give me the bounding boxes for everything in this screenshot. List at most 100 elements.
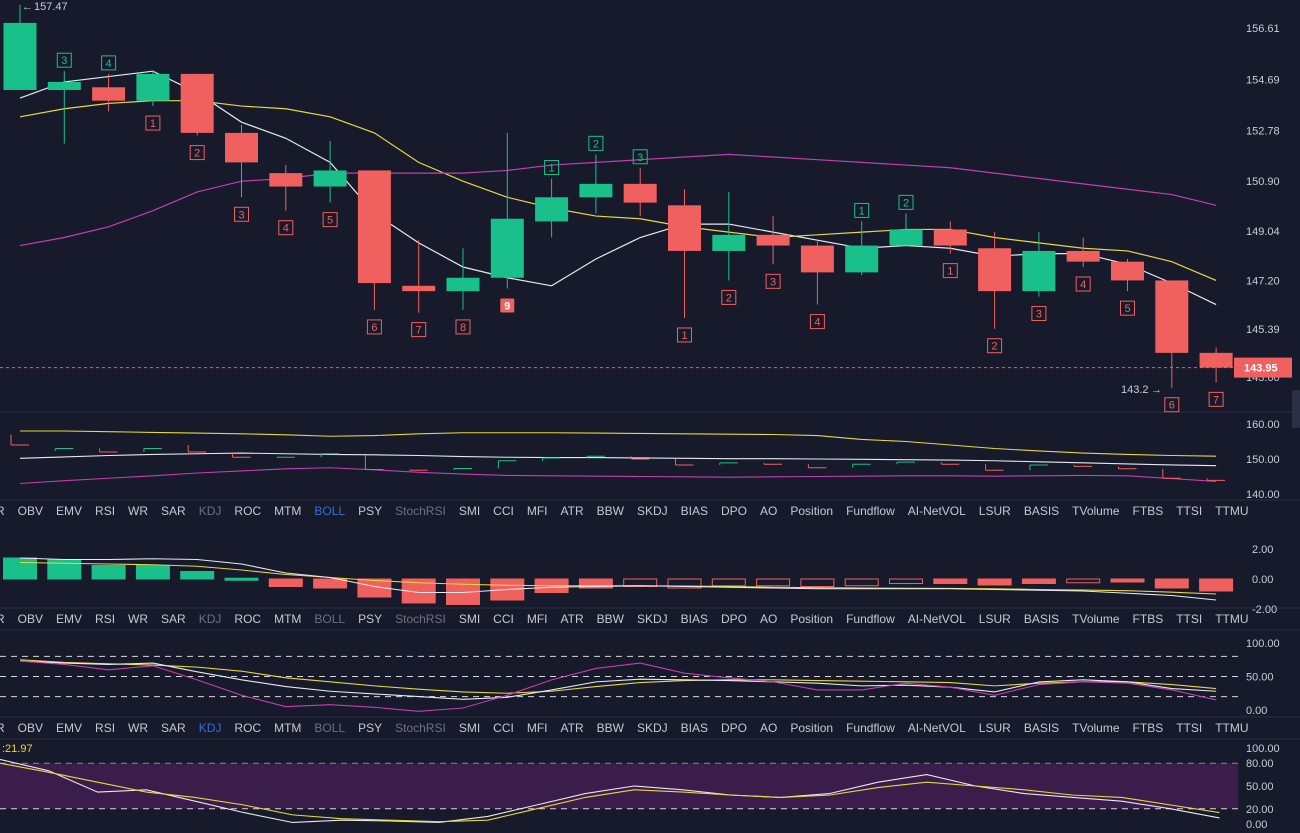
indicator-tab-smi[interactable]: SMI xyxy=(458,612,481,626)
indicator-tab-emv[interactable]: EMV xyxy=(56,504,83,518)
indicator-tab-mfi[interactable]: MFI xyxy=(526,504,548,518)
indicator-tab-ao[interactable]: AO xyxy=(760,612,778,626)
indicator-tab-mtm[interactable]: MTM xyxy=(274,504,302,518)
indicator-tab-skdj[interactable]: SKDJ xyxy=(636,504,668,518)
indicator-tab-bbw[interactable]: BBW xyxy=(596,612,624,626)
indicator-tab-psy[interactable]: PSY xyxy=(358,612,383,626)
oscillator-panel[interactable]: 2.00 0.00 -2.00 xyxy=(0,544,1300,616)
indicator-tab-boll[interactable]: BOLL xyxy=(314,504,346,518)
indicator-tab-emv[interactable]: EMV xyxy=(56,721,83,735)
indicator-tab-position[interactable]: Position xyxy=(790,504,834,518)
indicator-tab-atr[interactable]: ATR xyxy=(560,504,584,518)
indicator-tab-mtm[interactable]: MTM xyxy=(274,721,302,735)
indicator-tab-emv[interactable]: EMV xyxy=(56,612,83,626)
indicator-tab-dpo[interactable]: DPO xyxy=(721,504,748,518)
indicator-tab-boll[interactable]: BOLL xyxy=(314,721,346,735)
indicator-tab-mtm[interactable]: MTM xyxy=(274,612,302,626)
indicator-tab-fundflow[interactable]: Fundflow xyxy=(846,612,895,626)
indicator-tab-obv[interactable]: OBV xyxy=(17,504,44,518)
indicator-tab-wr[interactable]: WR xyxy=(128,612,149,626)
seq-marker-box xyxy=(765,273,781,289)
indicator-tab-r[interactable]: R xyxy=(0,721,5,735)
price-panel[interactable]: 156.61 154.69 152.78 150.90 149.04 147.20 145.… xyxy=(0,1,1300,428)
indicator-tab-cci[interactable]: CCI xyxy=(493,612,514,626)
indicator-tab-ttmu[interactable]: TTMU xyxy=(1215,612,1249,626)
stoch-panel[interactable]: :21.97 100.00 80.00 50.00 20.00 0.00 xyxy=(0,738,1300,831)
indicator-tab-roc[interactable]: ROC xyxy=(234,721,262,735)
indicator-tab-tvolume[interactable]: TVolume xyxy=(1072,721,1120,735)
indicator-tab-cci[interactable]: CCI xyxy=(493,721,514,735)
indicator-tab-bbw[interactable]: BBW xyxy=(596,721,624,735)
indicator-tab-psy[interactable]: PSY xyxy=(358,721,383,735)
indicator-tab-psy[interactable]: PSY xyxy=(358,504,383,518)
indicator-tab-atr[interactable]: ATR xyxy=(560,612,584,626)
indicator-tab-tvolume[interactable]: TVolume xyxy=(1072,504,1120,518)
indicator-tab-smi[interactable]: SMI xyxy=(458,504,481,518)
last-price-tag xyxy=(1234,357,1292,378)
indicator-tab-skdj[interactable]: SKDJ xyxy=(636,721,668,735)
indicator-tab-atr[interactable]: ATR xyxy=(560,721,584,735)
indicator-tab-ai-netvol[interactable]: AI-NetVOL xyxy=(907,612,966,626)
indicator-tab-stochrsi[interactable]: StochRSI xyxy=(395,612,446,626)
boll-panel[interactable]: 160.00 150.00 140.00 xyxy=(0,419,1300,501)
indicator-tab-position[interactable]: Position xyxy=(790,612,834,626)
indicator-tab-rsi[interactable]: RSI xyxy=(95,612,116,626)
indicator-tab-bbw[interactable]: BBW xyxy=(596,504,624,518)
indicator-tab-ao[interactable]: AO xyxy=(760,504,778,518)
indicator-tab-wr[interactable]: WR xyxy=(128,721,149,735)
indicator-tab-rsi[interactable]: RSI xyxy=(95,721,116,735)
indicator-tab-ttsi[interactable]: TTSI xyxy=(1176,721,1203,735)
indicator-tab-skdj[interactable]: SKDJ xyxy=(636,612,668,626)
indicator-tab-fundflow[interactable]: Fundflow xyxy=(846,721,895,735)
indicator-tab-kdj[interactable]: KDJ xyxy=(198,504,222,518)
indicator-tab-mfi[interactable]: MFI xyxy=(526,721,548,735)
indicator-tab-ttmu[interactable]: TTMU xyxy=(1215,504,1249,518)
indicator-tab-boll[interactable]: BOLL xyxy=(314,612,346,626)
indicator-tab-dpo[interactable]: DPO xyxy=(721,721,748,735)
indicator-tab-stochrsi[interactable]: StochRSI xyxy=(395,504,446,518)
indicator-tab-roc[interactable]: ROC xyxy=(234,504,262,518)
indicator-tab-obv[interactable]: OBV xyxy=(17,612,44,626)
indicator-tab-basis[interactable]: BASIS xyxy=(1023,612,1060,626)
indicator-tab-roc[interactable]: ROC xyxy=(234,612,262,626)
indicator-tab-bias[interactable]: BIAS xyxy=(680,721,708,735)
indicator-tab-lsur[interactable]: LSUR xyxy=(978,721,1011,735)
indicator-tab-kdj[interactable]: KDJ xyxy=(198,612,222,626)
seq-marker-box xyxy=(322,212,338,228)
indicator-tab-position[interactable]: Position xyxy=(790,721,834,735)
indicator-tab-ftbs[interactable]: FTBS xyxy=(1132,612,1164,626)
kdj-panel[interactable]: 100.00 50.00 0.00 xyxy=(0,629,1300,718)
indicator-tab-basis[interactable]: BASIS xyxy=(1023,721,1060,735)
indicator-tab-ftbs[interactable]: FTBS xyxy=(1132,504,1164,518)
indicator-tab-mfi[interactable]: MFI xyxy=(526,612,548,626)
indicator-tab-bias[interactable]: BIAS xyxy=(680,504,708,518)
indicator-tab-ftbs[interactable]: FTBS xyxy=(1132,721,1164,735)
indicator-tab-r[interactable]: R xyxy=(0,612,5,626)
candle-body xyxy=(225,132,258,163)
indicator-tab-ao[interactable]: AO xyxy=(760,721,778,735)
indicator-tab-smi[interactable]: SMI xyxy=(458,721,481,735)
indicator-tab-cci[interactable]: CCI xyxy=(493,504,514,518)
indicator-tab-ttmu[interactable]: TTMU xyxy=(1215,721,1249,735)
indicator-tab-basis[interactable]: BASIS xyxy=(1023,504,1060,518)
indicator-tab-sar[interactable]: SAR xyxy=(161,721,186,735)
indicator-tab-dpo[interactable]: DPO xyxy=(721,612,748,626)
indicator-tab-lsur[interactable]: LSUR xyxy=(978,612,1011,626)
indicator-tab-ttsi[interactable]: TTSI xyxy=(1176,612,1203,626)
indicator-tab-lsur[interactable]: LSUR xyxy=(978,504,1011,518)
indicator-tab-kdj[interactable]: KDJ xyxy=(198,721,222,735)
indicator-tab-rsi[interactable]: RSI xyxy=(95,504,116,518)
indicator-tab-r[interactable]: R xyxy=(0,504,5,518)
indicator-tab-bias[interactable]: BIAS xyxy=(680,612,708,626)
indicator-tab-stochrsi[interactable]: StochRSI xyxy=(395,721,446,735)
indicator-tab-ai-netvol[interactable]: AI-NetVOL xyxy=(907,721,966,735)
indicator-tab-wr[interactable]: WR xyxy=(128,504,149,518)
indicator-tab-tvolume[interactable]: TVolume xyxy=(1072,612,1120,626)
indicator-tab-ttsi[interactable]: TTSI xyxy=(1176,504,1203,518)
indicator-tab-sar[interactable]: SAR xyxy=(161,504,186,518)
indicator-tab-fundflow[interactable]: Fundflow xyxy=(846,504,895,518)
indicator-tab-ai-netvol[interactable]: AI-NetVOL xyxy=(907,504,966,518)
indicator-tab-obv[interactable]: OBV xyxy=(17,721,44,735)
indicator-tab-sar[interactable]: SAR xyxy=(161,612,186,626)
